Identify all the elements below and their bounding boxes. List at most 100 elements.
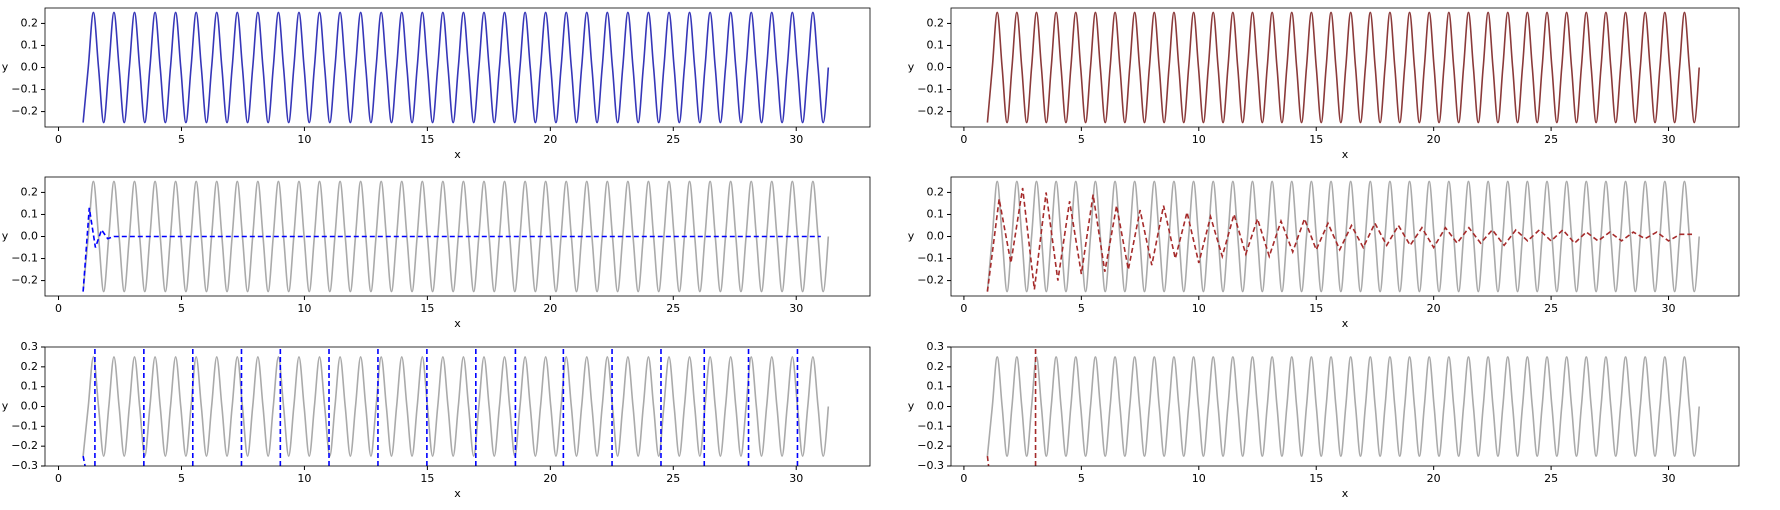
y-tick-label: 0.0 [927,61,945,74]
y-tick-label: −0.1 [11,419,38,432]
y-tick-label: 0.1 [927,380,945,393]
x-axis-label: x [454,317,461,330]
x-tick-label: 25 [1544,302,1558,315]
x-tick-label: 5 [178,133,185,146]
y-tick-label: 0.2 [927,360,945,373]
x-tick-label: 15 [420,472,434,485]
x-tick-label: 20 [1427,472,1441,485]
y-tick-label: 0.2 [21,185,39,198]
y-tick-label: 0.2 [21,16,39,29]
x-tick-label: 5 [1078,472,1085,485]
data-line [82,347,799,466]
data-line [986,187,1693,292]
plot-frame [950,176,1740,297]
x-tick-label: 0 [960,472,967,485]
x-tick-label: 5 [1078,133,1085,146]
x-tick-label: 20 [543,302,557,315]
x-tick-label: 25 [1544,133,1558,146]
x-tick-label: 5 [1078,302,1085,315]
x-tick-label: 0 [55,133,62,146]
y-tick-label: −0.1 [11,252,38,265]
y-tick-label: −0.2 [917,105,944,118]
x-tick-label: 10 [297,302,311,315]
data-line [986,11,1700,124]
data-line [82,356,830,457]
x-tick-label: 15 [1309,472,1323,485]
x-tick-label: 25 [666,472,680,485]
x-tick-label: 25 [666,302,680,315]
y-tick-label: −0.2 [11,439,38,452]
x-tick-label: 5 [178,302,185,315]
x-tick-label: 30 [789,133,803,146]
y-tick-label: 0.3 [927,340,945,353]
x-tick-label: 30 [1662,472,1676,485]
plot-frame [44,176,871,297]
x-axis-label: x [454,148,461,161]
y-axis-label: y [2,61,9,74]
y-tick-label: −0.2 [11,105,38,118]
y-tick-label: −0.2 [11,274,38,287]
y-tick-label: −0.3 [917,459,944,472]
y-tick-label: 0.0 [21,61,39,74]
y-tick-label: −0.1 [11,83,38,96]
plot-frame [950,7,1740,128]
subplot: 0 5 10 15 20 25 30 −0.3 −0.2 −0.1 0.0 0.1 0.2 0.3 x y [908,340,1740,500]
x-axis-label: x [1342,487,1349,500]
x-axis-label: x [454,487,461,500]
plot-frame [44,346,871,467]
x-tick-label: 20 [1427,133,1441,146]
data-line [986,356,1700,457]
subplot: 0 5 10 15 20 25 30 −0.2 −0.1 0.0 0.1 0.2 x y [2,7,871,161]
y-tick-label: 0.2 [21,360,39,373]
x-tick-label: 15 [1309,133,1323,146]
plot-frame [950,346,1740,467]
y-tick-label: −0.2 [917,439,944,452]
x-tick-label: 15 [420,302,434,315]
x-tick-label: 0 [55,302,62,315]
data-line [82,180,830,293]
y-tick-label: 0.1 [927,207,945,220]
y-tick-label: −0.1 [917,252,944,265]
y-tick-label: −0.2 [917,274,944,287]
y-tick-label: 0.1 [927,38,945,51]
x-tick-label: 25 [666,133,680,146]
x-tick-label: 30 [789,302,803,315]
x-tick-label: 15 [420,133,434,146]
y-axis-label: y [2,400,9,413]
y-tick-label: −0.3 [11,459,38,472]
x-tick-label: 30 [789,472,803,485]
data-line [82,207,821,292]
x-tick-label: 15 [1309,302,1323,315]
y-tick-label: −0.1 [917,419,944,432]
x-tick-label: 0 [55,472,62,485]
y-tick-label: 0.0 [21,400,39,413]
y-axis-label: y [2,230,9,243]
y-tick-label: 0.2 [927,185,945,198]
x-tick-label: 0 [960,302,967,315]
y-tick-label: 0.1 [21,207,39,220]
y-axis-label: y [908,230,915,243]
data-line [986,347,1037,466]
x-axis-label: x [1342,148,1349,161]
x-tick-label: 20 [1427,302,1441,315]
subplot: 0 5 10 15 20 25 30 −0.2 −0.1 0.0 0.1 0.2 x y [2,176,871,330]
y-tick-label: 0.0 [927,230,945,243]
y-tick-label: 0.2 [927,16,945,29]
x-tick-label: 10 [1192,302,1206,315]
subplot: 0 5 10 15 20 25 30 −0.2 −0.1 0.0 0.1 0.2 x y [908,7,1740,161]
subplot: 0 5 10 15 20 25 30 −0.3 −0.2 −0.1 0.0 0.1 0.2 0.3 x y [2,340,871,500]
plot-frame [44,7,871,128]
y-tick-label: 0.0 [21,230,39,243]
subplot: 0 5 10 15 20 25 30 −0.2 −0.1 0.0 0.1 0.2 x y [908,176,1740,330]
y-axis-label: y [908,61,915,74]
x-tick-label: 10 [1192,472,1206,485]
y-tick-label: −0.1 [917,83,944,96]
x-tick-label: 20 [543,133,557,146]
x-tick-label: 10 [1192,133,1206,146]
data-line [986,180,1700,293]
x-tick-label: 10 [297,133,311,146]
x-tick-label: 0 [960,133,967,146]
y-tick-label: 0.1 [21,380,39,393]
